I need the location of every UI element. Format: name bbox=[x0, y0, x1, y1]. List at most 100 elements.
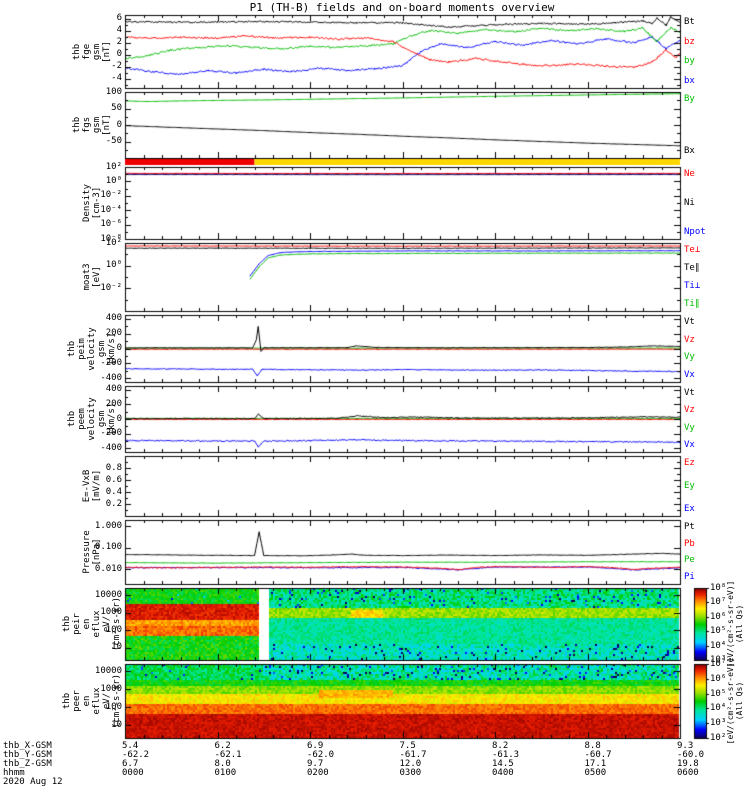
colorbar-tick-label: 10⁸ bbox=[710, 583, 727, 593]
colorbar-z-title: [eV/(cm²-s-sr-eV)] (All Qs) bbox=[726, 657, 744, 745]
panel-ylabel-e-field: E=-VxB [mV/m] bbox=[82, 469, 102, 503]
footer-value: 7.5 bbox=[399, 741, 416, 751]
colorbar-tick-label: 10⁷ bbox=[710, 597, 727, 608]
panel-trace-label: Ex bbox=[684, 504, 695, 514]
colorbar-tick-label: 10⁶ bbox=[710, 673, 727, 684]
panel-trace-label: Ti∥ bbox=[684, 299, 700, 309]
footer-value: 9.7 bbox=[307, 759, 324, 769]
footer-value: 0400 bbox=[492, 768, 514, 778]
y-tick-label: 0 bbox=[116, 343, 122, 353]
footer-row-label: thb_Y-GSM bbox=[3, 750, 52, 760]
panel-trace-label: Pi bbox=[684, 572, 695, 582]
footer-value: 14.5 bbox=[492, 759, 514, 769]
footer-value: -60.7 bbox=[584, 750, 612, 760]
footer-value: 17.1 bbox=[584, 759, 607, 769]
footer-date: 2020 Aug 12 bbox=[3, 777, 63, 787]
panel-ylabel-pressure: Pressure [nPa] bbox=[82, 530, 102, 574]
page-title: P1 (TH-B) fields and on-board moments ov… bbox=[249, 1, 555, 14]
footer-value: 8.0 bbox=[214, 759, 231, 769]
footer-value: 0200 bbox=[307, 768, 329, 778]
panel-ylabel-thb-fgs-gsm: thb fgs gsm [nT] bbox=[72, 114, 112, 136]
y-tick-label: 0.6 bbox=[105, 474, 122, 485]
panel-trace-label: by bbox=[684, 56, 695, 67]
colorbar-tick-label: 10³ bbox=[710, 655, 727, 665]
y-tick-label: 400 bbox=[105, 313, 122, 324]
y-tick-label: -200 bbox=[100, 428, 122, 439]
panel-trace-label: Bx bbox=[684, 146, 695, 156]
footer-value: -62.2 bbox=[122, 750, 150, 760]
y-tick-label: 1000 bbox=[100, 683, 122, 694]
footer-value: 0000 bbox=[122, 768, 144, 778]
panel-trace-label: Vz bbox=[684, 405, 695, 416]
y-tick-label: -4 bbox=[111, 73, 122, 84]
footer-row-label: thb_X-GSM bbox=[3, 741, 52, 751]
y-tick-label: 50 bbox=[111, 103, 122, 113]
y-tick-label: 1000 bbox=[100, 607, 122, 618]
footer-value: 8.8 bbox=[584, 741, 601, 751]
y-tick-label: 0.100 bbox=[94, 542, 122, 553]
panel-ylabel-thb-fge-gsm: thb fge gsm [nT] bbox=[72, 40, 112, 63]
footer-value: 19.8 bbox=[677, 759, 699, 769]
panel-trace-label: Te∥ bbox=[684, 263, 700, 273]
panel-trace-label: Vt bbox=[684, 388, 695, 398]
panel-trace-label: Ne bbox=[684, 169, 695, 179]
panel-ylabel-moat3: moat3 [eV] bbox=[82, 263, 102, 291]
y-tick-label: 10000 bbox=[94, 665, 122, 676]
y-tick-label: 100 bbox=[105, 86, 122, 97]
y-tick-label: -50 bbox=[105, 136, 122, 146]
panel-trace-label: Pb bbox=[684, 538, 695, 549]
footer-value: 8.2 bbox=[492, 741, 509, 751]
panel-trace-label: Vy bbox=[684, 422, 695, 433]
y-tick-label: 2 bbox=[116, 37, 122, 48]
y-tick-label: 10⁻⁴ bbox=[100, 204, 122, 215]
y-tick-label: 10⁻² bbox=[100, 190, 122, 201]
y-tick-label: 100 bbox=[105, 701, 122, 712]
panel-trace-label: Vx bbox=[684, 370, 695, 380]
y-tick-label: -400 bbox=[100, 372, 122, 383]
y-tick-label: 0.8 bbox=[105, 462, 122, 473]
panel-trace-label: Vy bbox=[684, 352, 695, 363]
y-tick-label: 6 bbox=[116, 13, 122, 24]
panel-trace-label: Ey bbox=[684, 481, 695, 491]
y-tick-label: 10⁰ bbox=[105, 260, 122, 271]
footer-value: -60.0 bbox=[677, 750, 705, 760]
panel-ylabel-thb-peer-en-eflux: thb peer en eflux eV/ (cm²-s-sr) bbox=[62, 673, 122, 729]
panel-trace-label: bx bbox=[684, 76, 695, 86]
panel-trace-label: bz bbox=[684, 36, 695, 47]
panel-trace-label: Bt bbox=[684, 17, 695, 27]
colorbar-tick-label: 10⁴ bbox=[710, 703, 727, 714]
y-tick-label: 0.010 bbox=[94, 563, 122, 574]
panel-trace-label: Ni bbox=[684, 198, 695, 208]
y-tick-label: 10⁰ bbox=[105, 175, 122, 186]
colorbar-tick-label: 10⁷ bbox=[710, 659, 727, 669]
y-tick-label: 400 bbox=[105, 384, 122, 395]
panel-ylabel-thb-peim-velocity: thb peim velocity gsm [km/s] bbox=[67, 326, 117, 371]
panel-trace-label: Ez bbox=[684, 458, 695, 468]
footer-value: 6.9 bbox=[307, 741, 324, 751]
footer-value: 0600 bbox=[677, 768, 699, 778]
colorbar-tick-label: 10⁵ bbox=[710, 688, 727, 699]
y-tick-label: -2 bbox=[111, 61, 122, 72]
y-tick-label: 100 bbox=[105, 624, 122, 635]
colorbar-tick-label: 10⁶ bbox=[710, 611, 727, 622]
y-tick-label: -400 bbox=[100, 442, 122, 453]
y-tick-label: 0 bbox=[116, 49, 122, 60]
y-tick-label: 10⁻⁶ bbox=[100, 219, 122, 230]
panel-trace-label: Ti⊥ bbox=[684, 281, 701, 291]
footer-value: 6.7 bbox=[122, 759, 139, 769]
footer-value: 6.2 bbox=[214, 741, 231, 751]
y-tick-label: 10 bbox=[111, 719, 122, 730]
y-tick-label: 0 bbox=[116, 413, 122, 424]
y-tick-label: 200 bbox=[105, 328, 122, 339]
y-tick-label: 10² bbox=[105, 237, 122, 248]
colorbar-tick-label: 10⁵ bbox=[710, 626, 727, 637]
panel-trace-label: Vt bbox=[684, 317, 695, 327]
colorbar-tick-label: 10³ bbox=[710, 718, 727, 729]
y-tick-label: -200 bbox=[100, 357, 122, 368]
footer-value: -61.7 bbox=[399, 750, 427, 760]
y-tick-label: 10⁻⁸ bbox=[100, 233, 122, 244]
footer-value: 5.4 bbox=[122, 741, 139, 751]
